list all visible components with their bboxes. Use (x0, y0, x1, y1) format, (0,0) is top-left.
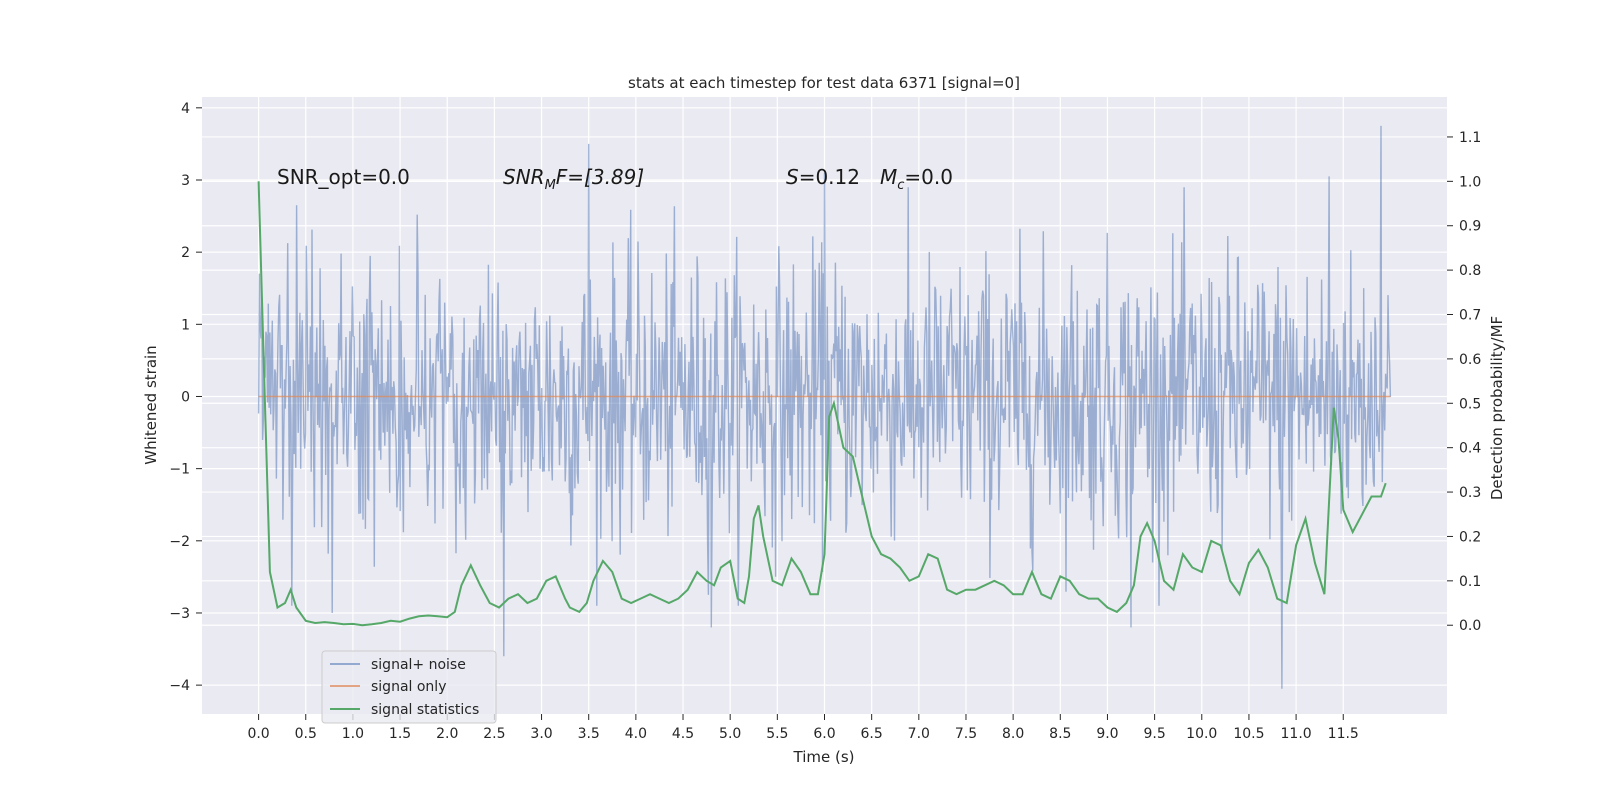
annotation-s: S=0.12 (786, 165, 860, 189)
series-signal-noise (257, 125, 1392, 689)
y-right-tick-label: 0.8 (1459, 263, 1481, 279)
y-tick-label: 0 (181, 389, 190, 405)
x-tick-label: 8.5 (1049, 726, 1071, 742)
y-right-tick-label: 0.0 (1459, 618, 1481, 634)
x-tick-label: 3.5 (578, 726, 600, 742)
x-tick-label: 1.0 (342, 726, 364, 742)
legend-label-signal-only: signal only (371, 679, 446, 695)
y-axis-right-label: Detection probability/MF (1488, 316, 1506, 500)
annotation-snr-mf: SNRMF=[3.89] (503, 165, 644, 193)
x-tick-label: 0.5 (295, 726, 317, 742)
y-right-tick-label: 1.1 (1459, 130, 1481, 146)
x-tick-label: 2.5 (483, 726, 505, 742)
x-tick-label: 5.5 (766, 726, 788, 742)
y-tick-label: 3 (181, 173, 190, 189)
y-axis-label: Whitened strain (142, 345, 160, 464)
y-right-tick-label: 0.7 (1459, 308, 1481, 324)
x-tick-label: 10.5 (1233, 726, 1264, 742)
x-tick-label: 0.0 (247, 726, 269, 742)
x-tick-label: 4.0 (625, 726, 647, 742)
y-right-tick-label: 0.3 (1459, 485, 1481, 501)
y-axis-left: 4 3 2 1 0 −1 −2 −3 −4 (169, 101, 202, 694)
x-tick-label: 8.0 (1002, 726, 1024, 742)
x-tick-label: 7.5 (955, 726, 977, 742)
x-tick-label: 7.0 (908, 726, 930, 742)
x-tick-label: 10.0 (1186, 726, 1217, 742)
x-tick-label: 9.5 (1143, 726, 1165, 742)
annotation-snr-opt: SNR_opt=0.0 (277, 165, 410, 189)
chart-title: stats at each timestep for test data 637… (628, 74, 1020, 92)
y-tick-label: −3 (169, 606, 190, 622)
y-tick-label: −4 (169, 678, 190, 694)
series-signal-statistics (257, 181, 1387, 627)
x-tick-label: 4.5 (672, 726, 694, 742)
y-tick-label: 4 (181, 101, 190, 117)
legend: signal+ noise signal only signal statist… (321, 650, 497, 724)
y-tick-label: −1 (169, 462, 190, 478)
x-tick-label: 11.5 (1328, 726, 1359, 742)
y-right-tick-label: 1.0 (1459, 174, 1481, 190)
x-tick-label: 1.5 (389, 726, 411, 742)
annotation-mc: Mc=0.0 (880, 165, 953, 193)
x-tick-label: 9.0 (1096, 726, 1118, 742)
legend-label-signal-statistics: signal statistics (371, 702, 479, 718)
y-axis-right: 1.1 1.0 0.9 0.8 0.7 0.6 0.5 0.4 0.3 0.2 0.1 0.0 (1447, 130, 1481, 634)
x-tick-label: 11.0 (1281, 726, 1312, 742)
x-tick-label: 6.0 (813, 726, 835, 742)
y-right-tick-label: 0.4 (1459, 441, 1481, 457)
y-right-tick-label: 0.5 (1459, 396, 1481, 412)
y-right-tick-label: 0.1 (1459, 574, 1481, 590)
x-axis: 0.0 0.5 1.0 1.5 2.0 2.5 3.0 3.5 4.0 4.5 5.0 5.5 6.0 6… (247, 714, 1359, 742)
y-tick-label: 2 (181, 245, 190, 261)
y-right-tick-label: 0.2 (1459, 529, 1481, 545)
y-tick-label: −2 (169, 534, 190, 550)
y-right-tick-label: 0.9 (1459, 219, 1481, 235)
x-tick-label: 5.0 (719, 726, 741, 742)
x-tick-label: 3.0 (530, 726, 552, 742)
y-right-tick-label: 0.6 (1459, 352, 1481, 368)
plot-area (257, 125, 1392, 689)
y-tick-label: 1 (181, 317, 190, 333)
legend-box (321, 650, 497, 724)
x-tick-label: 6.5 (861, 726, 883, 742)
legend-label-signal-noise: signal+ noise (371, 657, 466, 673)
x-axis-label: Time (s) (793, 748, 855, 766)
x-tick-label: 2.0 (436, 726, 458, 742)
